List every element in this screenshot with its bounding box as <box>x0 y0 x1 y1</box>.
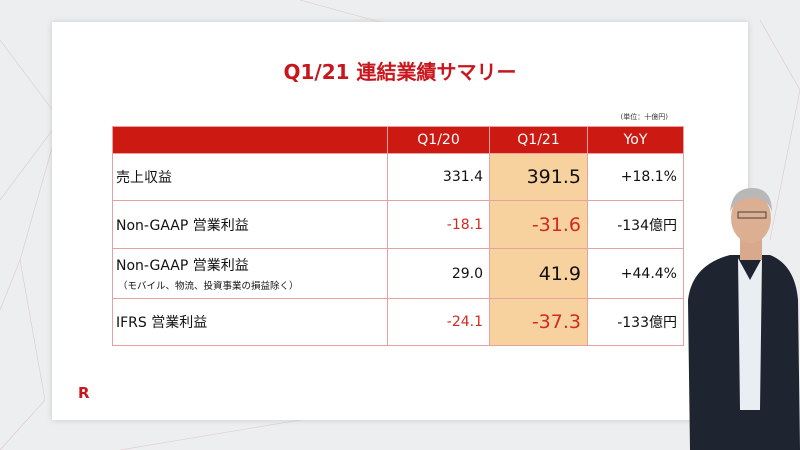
yoy-value: -134億円 <box>587 200 684 249</box>
q1-21-value: -31.6 <box>489 200 588 249</box>
yoy-value: -133億円 <box>587 298 684 346</box>
q1-20-value: 331.4 <box>387 153 490 201</box>
yoy-value: +18.1% <box>587 153 684 201</box>
summary-table: Q1/20 Q1/21 YoY 売上収益 331.4 391.5 +18.1% … <box>112 126 684 346</box>
row-sublabel: （モバイル、物流、投資事業の損益除く） <box>118 281 299 292</box>
table-row: Non-GAAP 営業利益 （モバイル、物流、投資事業の損益除く） 29.0 41… <box>112 248 684 299</box>
header-blank <box>112 126 388 154</box>
q1-20-value: -24.1 <box>387 298 490 346</box>
slide-title: Q1/21 連結業績サマリー <box>283 60 517 84</box>
header-q1-20: Q1/20 <box>387 126 490 154</box>
row-label: Non-GAAP 営業利益 <box>112 200 388 249</box>
q1-21-value: -37.3 <box>489 298 588 346</box>
table-row: IFRS 営業利益 -24.1 -37.3 -133億円 <box>112 298 684 346</box>
table-header: Q1/20 Q1/21 YoY <box>112 126 684 154</box>
presentation-slide: Q1/21 連結業績サマリー (単位：十億円) Q1/20 Q1/21 YoY … <box>52 22 748 420</box>
presenter-video <box>688 188 800 450</box>
row-label: Non-GAAP 営業利益 <box>116 258 249 274</box>
table-row: 売上収益 331.4 391.5 +18.1% <box>112 153 684 201</box>
row-label-cell: Non-GAAP 営業利益 （モバイル、物流、投資事業の損益除く） <box>112 248 388 299</box>
yoy-value: +44.4% <box>587 248 684 299</box>
q1-21-value: 391.5 <box>489 153 588 201</box>
row-label: IFRS 営業利益 <box>112 298 388 346</box>
unit-label: (単位：十億円) <box>620 113 668 121</box>
rakuten-logo: R <box>78 384 90 402</box>
row-label: 売上収益 <box>112 153 388 201</box>
table-row: Non-GAAP 営業利益 -18.1 -31.6 -134億円 <box>112 200 684 249</box>
q1-21-value: 41.9 <box>489 248 588 299</box>
header-q1-21: Q1/21 <box>489 126 588 154</box>
header-yoy: YoY <box>587 126 684 154</box>
q1-20-value: 29.0 <box>387 248 490 299</box>
q1-20-value: -18.1 <box>387 200 490 249</box>
